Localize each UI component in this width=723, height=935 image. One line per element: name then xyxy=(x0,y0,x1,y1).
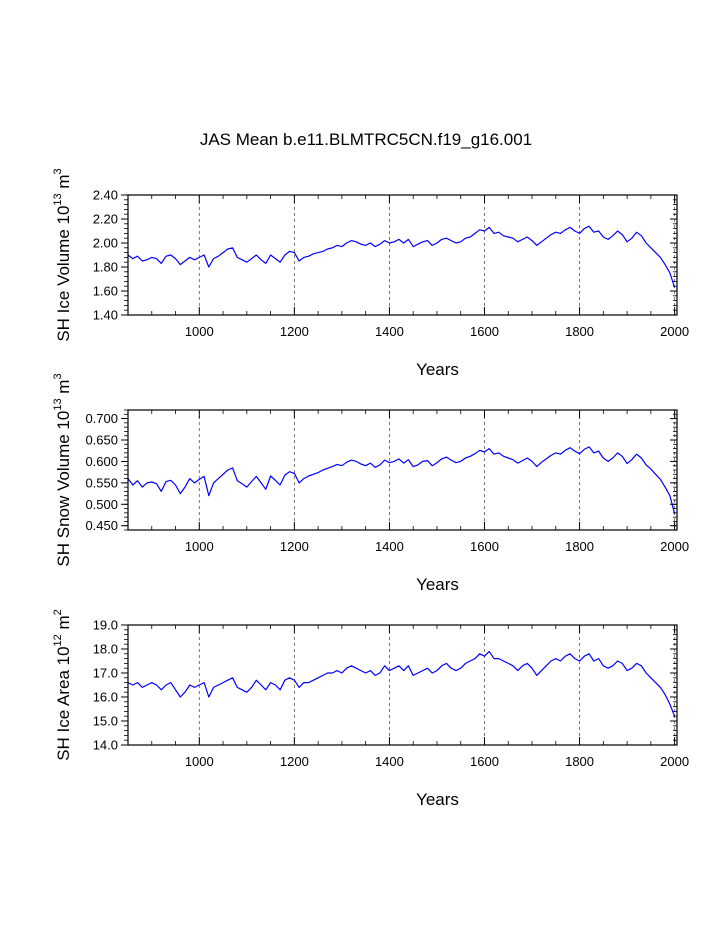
panel-3-xtick-label: 1000 xyxy=(185,754,214,769)
panel-3-yaxis-title-part: 12 xyxy=(52,634,64,646)
panel-1-plot-frame xyxy=(127,194,678,316)
panel-3-yaxis-title-part: 2 xyxy=(52,609,64,615)
panel-3-yaxis-title-part: m xyxy=(54,615,73,634)
panel-1-xtick-label: 1200 xyxy=(280,324,309,339)
panel-2-series-line xyxy=(127,446,676,514)
panel-1-xtick-label: 1400 xyxy=(375,324,404,339)
panel-3-ytick-label: 17.0 xyxy=(93,666,118,681)
panel-1-xaxis-title: Years xyxy=(416,360,459,379)
panel-1-xtick-label: 1000 xyxy=(185,324,214,339)
panel-1-yaxis-title-part: 3 xyxy=(52,168,64,174)
panel-2-ytick-label: 0.500 xyxy=(85,497,118,512)
panel-2-ytick-label: 0.550 xyxy=(85,475,118,490)
panel-3-group: 1000 1200 1400 1600 1800 2000 14.0 15.0 16.0 17.0… xyxy=(52,609,689,809)
panel-2-xaxis-title: Years xyxy=(416,575,459,594)
panel-3-plot-frame xyxy=(127,624,678,746)
panel-3-ytick-label: 19.0 xyxy=(93,618,118,633)
panel-2-yaxis-title-part: 3 xyxy=(52,373,64,379)
panel-1-ytick-label: 1.60 xyxy=(93,284,118,299)
panel-3-xtick-label: 1800 xyxy=(565,754,594,769)
panel-1-xtick-label: 1600 xyxy=(470,324,499,339)
panel-1-ytick-label: 2.00 xyxy=(93,236,118,251)
panel-2-xtick-label: 2000 xyxy=(660,539,689,554)
panel-1-yaxis-title: SH Ice Volume 1013 m3 xyxy=(52,168,73,341)
panel-3-xaxis-title: Years xyxy=(416,790,459,809)
panel-3-yaxis-title: SH Ice Area 1012 m2 xyxy=(52,609,73,761)
panel-1-series-line xyxy=(127,225,676,288)
panel-2-yaxis-title-part: m xyxy=(54,380,73,399)
panel-3-series-line xyxy=(127,650,676,717)
figure-title: JAS Mean b.e11.BLMTRC5CN.f19_g16.001 xyxy=(200,130,532,149)
panel-2-yaxis-title: SH Snow Volume 1013 m3 xyxy=(52,373,73,566)
panel-3-xtick-label: 1600 xyxy=(470,754,499,769)
panel-1-ytick-label: 2.40 xyxy=(93,188,118,203)
panel-3-ytick-label: 14.0 xyxy=(93,738,118,753)
panel-2-ytick-label: 0.700 xyxy=(85,411,118,426)
panel-2-ytick-label: 0.450 xyxy=(85,518,118,533)
panel-2-ytick-label: 0.600 xyxy=(85,454,118,469)
panel-1-xtick-label: 1800 xyxy=(565,324,594,339)
panel-1-ytick-label: 1.40 xyxy=(93,308,118,323)
panel-3-xtick-label: 2000 xyxy=(660,754,689,769)
panel-2-xtick-label: 1000 xyxy=(185,539,214,554)
panel-3-ytick-label: 16.0 xyxy=(93,690,118,705)
panel-3-ytick-label: 15.0 xyxy=(93,714,118,729)
panel-2-xtick-label: 1800 xyxy=(565,539,594,554)
panel-2-yaxis-title-part: SH Snow Volume 10 xyxy=(54,411,73,567)
panel-2-ytick-label: 0.650 xyxy=(85,433,118,448)
panel-2-xtick-label: 1400 xyxy=(375,539,404,554)
panel-1-ytick-label: 2.20 xyxy=(93,212,118,227)
panel-2-xtick-label: 1200 xyxy=(280,539,309,554)
panel-3-yaxis-title-part: SH Ice Area 10 xyxy=(54,646,73,760)
panel-2-xtick-label: 1600 xyxy=(470,539,499,554)
panel-2-group: 1000 1200 1400 1600 1800 2000 0.450 0.500 0.550 0… xyxy=(52,373,689,594)
panel-1-xtick-label: 2000 xyxy=(660,324,689,339)
panel-2-plot-frame xyxy=(127,409,678,531)
panel-3-xtick-label: 1400 xyxy=(375,754,404,769)
panel-1-yaxis-title-part: m xyxy=(54,174,73,193)
panel-3-xtick-label: 1200 xyxy=(280,754,309,769)
panel-1-ytick-label: 1.80 xyxy=(93,260,118,275)
panel-1-yaxis-title-part: SH Ice Volume 10 xyxy=(54,206,73,342)
panel-1-group: 1000 1200 1400 1600 1800 2000 1.40 1.60 1.80 2.00… xyxy=(52,168,689,379)
panel-1-yaxis-title-part: 13 xyxy=(52,193,64,205)
panel-2-yaxis-title-part: 13 xyxy=(52,398,64,410)
panel-3-ytick-label: 18.0 xyxy=(93,642,118,657)
